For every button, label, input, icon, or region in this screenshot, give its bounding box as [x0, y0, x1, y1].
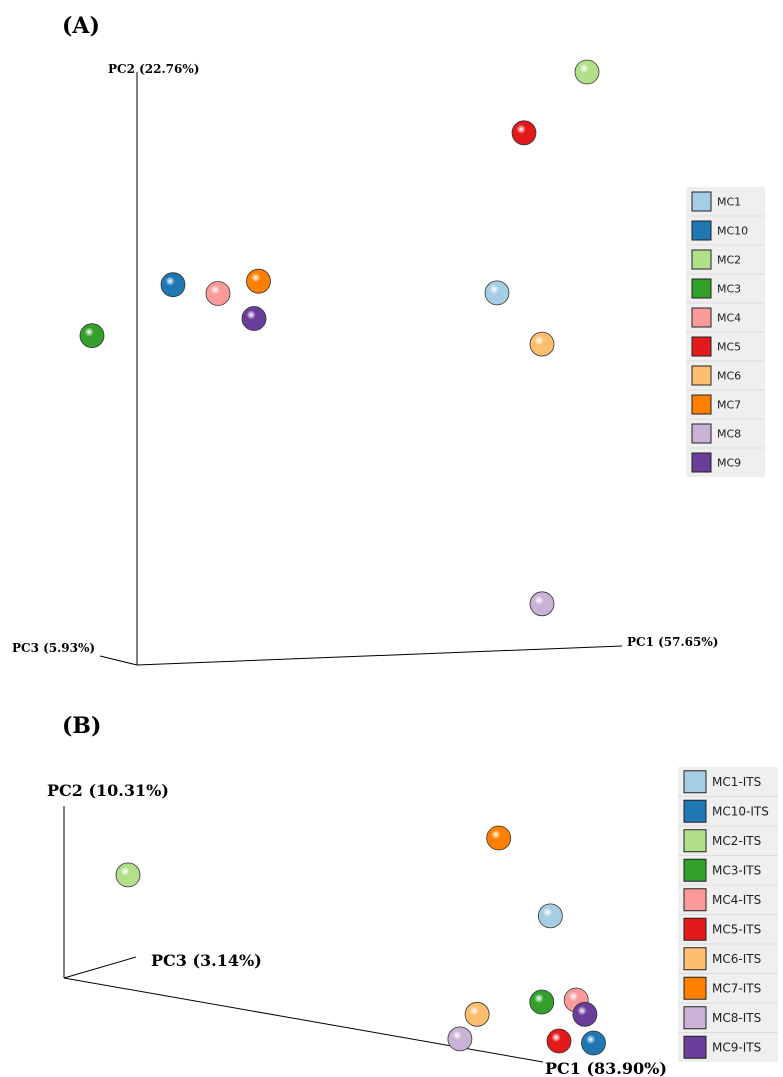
- legend-item-mc5-its: MC5-ITS: [678, 914, 778, 941]
- point-mc1-its: [538, 903, 563, 929]
- legend-label: MC9: [717, 457, 741, 470]
- panel-b-pc3-label: PC3 (3.14%): [151, 951, 262, 970]
- point-mc3-its: [529, 989, 555, 1015]
- legend-item-mc7-its: MC7-ITS: [678, 973, 778, 1000]
- legend-item-mc1-its: MC1-ITS: [683, 770, 761, 794]
- legend-item-mc3-its: MC3-ITS: [678, 855, 778, 882]
- point-mc1: [484, 280, 510, 306]
- legend-label: MC10: [717, 225, 748, 238]
- point-mc7: [246, 268, 271, 294]
- point-mc6-its: [464, 1001, 490, 1027]
- legend-label: MC6: [717, 370, 741, 383]
- panel-a-pc1-axis: [136, 645, 623, 666]
- panel-a: (A) PC2 (22.76%) PC1 (57.65%) PC3 (5.93%…: [12, 13, 765, 666]
- legend-swatch: [691, 365, 712, 386]
- panel-a-label: (A): [62, 13, 100, 39]
- legend-swatch: [683, 770, 707, 794]
- legend-item-mc2: MC2: [686, 244, 765, 270]
- panel-a-legend: MC1 MC10 MC2 MC3 MC4 MC5 MC6 MC7 MC8 MC9: [686, 187, 765, 477]
- point-mc5: [511, 120, 537, 146]
- panel-a-pc3-label: PC3 (5.93%): [12, 641, 95, 655]
- legend-label: MC2: [717, 254, 741, 267]
- point-mc10: [160, 272, 186, 298]
- point-mc7-its: [486, 825, 512, 851]
- legend-item-mc10: MC10: [686, 215, 765, 241]
- legend-label: MC7: [717, 399, 741, 412]
- legend-label: MC8-ITS: [712, 1011, 761, 1025]
- legend-item-mc6-its: MC6-ITS: [678, 943, 778, 971]
- legend-item-mc9: MC9: [686, 447, 765, 473]
- legend-swatch: [691, 220, 712, 241]
- point-mc9-its: [572, 1001, 598, 1027]
- panel-b-legend: MC1-ITS MC10-ITS MC2-ITS MC3-ITS MC4-ITS MC5-…: [678, 767, 778, 1062]
- panel-b: (B) PC2 (10.31%) PC1 (83.90%) PC3 (3.14%…: [47, 713, 778, 1077]
- point-mc8-its: [447, 1026, 473, 1052]
- legend-item-mc6: MC6: [686, 360, 765, 386]
- legend-label: MC10-ITS: [712, 804, 769, 818]
- legend-item-mc5: MC5: [686, 331, 765, 357]
- panel-b-pc3-axis: [63, 956, 137, 979]
- panel-b-points: [115, 825, 606, 1056]
- legend-item-mc3: MC3: [686, 273, 765, 299]
- legend-swatch: [691, 452, 712, 473]
- legend-item-mc8: MC8: [686, 418, 765, 444]
- panel-b-pc1-label: PC1 (83.90%): [545, 1059, 667, 1077]
- point-mc8: [529, 591, 555, 617]
- legend-swatch: [691, 278, 712, 299]
- legend-label: MC7-ITS: [712, 981, 761, 995]
- legend-swatch: [683, 858, 707, 882]
- point-mc9: [241, 306, 267, 331]
- legend-label: MC9-ITS: [712, 1040, 761, 1054]
- legend-swatch: [683, 1006, 707, 1030]
- legend-item-mc1: MC1: [691, 191, 741, 212]
- legend-swatch: [691, 394, 712, 415]
- legend-swatch: [691, 336, 712, 357]
- legend-label: MC4-ITS: [712, 893, 761, 907]
- legend-label: MC5-ITS: [712, 922, 761, 936]
- legend-item-mc7: MC7: [686, 389, 765, 415]
- legend-label: MC4: [717, 312, 741, 325]
- legend-label: MC1: [717, 196, 741, 209]
- legend-label: MC2-ITS: [712, 834, 761, 848]
- point-mc5-its: [546, 1028, 572, 1054]
- legend-item-mc4-its: MC4-ITS: [678, 884, 778, 912]
- legend-swatch: [691, 249, 712, 270]
- legend-label: MC3: [717, 283, 741, 296]
- panel-b-pc2-label: PC2 (10.31%): [47, 781, 169, 800]
- legend-swatch: [691, 307, 712, 328]
- point-mc10-its: [581, 1030, 606, 1056]
- legend-item-mc10-its: MC10-ITS: [678, 796, 778, 823]
- legend-item-mc8-its: MC8-ITS: [678, 1002, 778, 1030]
- panel-a-pc2-label: PC2 (22.76%): [108, 62, 199, 76]
- panel-a-pc1-label: PC1 (57.65%): [627, 635, 718, 649]
- legend-swatch: [683, 1035, 707, 1059]
- point-mc3: [79, 323, 105, 349]
- panel-b-label: (B): [62, 713, 101, 739]
- point-mc6: [529, 331, 555, 357]
- legend-swatch: [683, 976, 707, 1000]
- panel-a-pc3-axis: [99, 655, 138, 666]
- legend-label: MC6-ITS: [712, 952, 761, 966]
- legend-swatch: [691, 191, 712, 212]
- legend-label: MC8: [717, 428, 741, 441]
- legend-swatch: [683, 799, 707, 823]
- panel-a-points: [79, 59, 600, 617]
- legend-swatch: [691, 423, 712, 444]
- point-mc2-its: [115, 862, 141, 888]
- legend-label: MC1-ITS: [712, 775, 761, 789]
- legend-swatch: [683, 888, 707, 912]
- point-mc4: [205, 281, 231, 306]
- legend-item-mc4: MC4: [686, 302, 765, 328]
- legend-label: MC3-ITS: [712, 863, 761, 877]
- legend-swatch: [683, 829, 707, 853]
- legend-item-mc9-its: MC9-ITS: [678, 1032, 778, 1059]
- legend-swatch: [683, 947, 707, 971]
- point-mc2: [574, 59, 600, 85]
- legend-swatch: [683, 917, 707, 941]
- legend-item-mc2-its: MC2-ITS: [678, 825, 778, 853]
- legend-label: MC5: [717, 341, 741, 354]
